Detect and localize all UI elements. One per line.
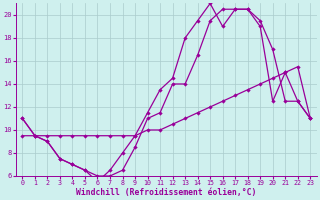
X-axis label: Windchill (Refroidissement éolien,°C): Windchill (Refroidissement éolien,°C) — [76, 188, 257, 197]
